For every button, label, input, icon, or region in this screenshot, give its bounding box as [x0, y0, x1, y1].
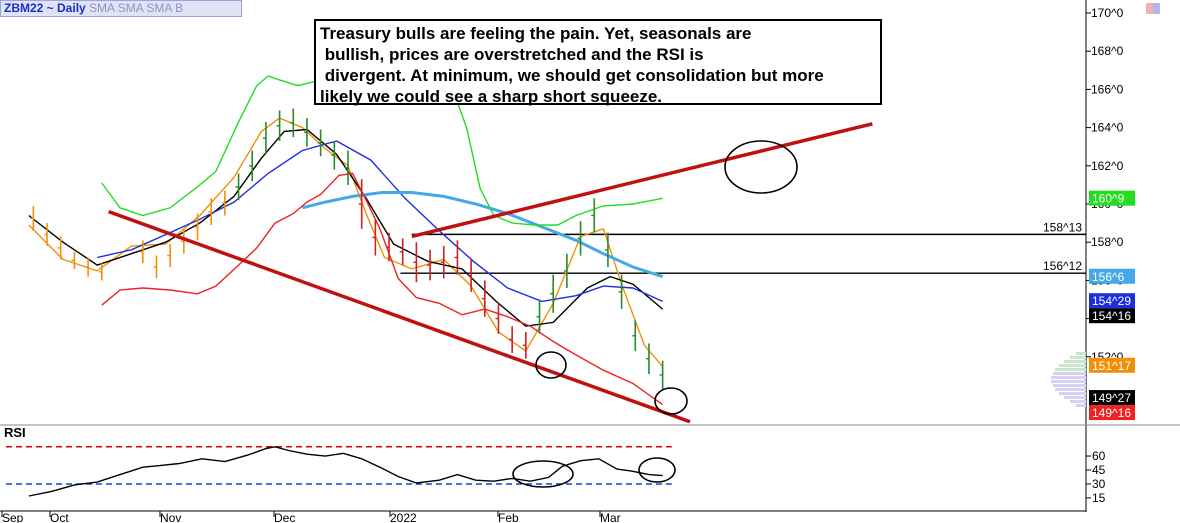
- sma-line: [97, 140, 663, 303]
- chart-header[interactable]: ZBM22 ~ Daily SMA SMA SMA B: [0, 0, 242, 17]
- time-axis-label: 2022: [390, 511, 417, 523]
- last-value-tag-label: 151^17: [1092, 359, 1131, 373]
- annotation-ellipse: [724, 140, 798, 194]
- time-axis-label: Sep: [2, 511, 24, 523]
- volume-profile-bar: [1070, 400, 1086, 403]
- last-value-tag-label: 149^27: [1092, 391, 1131, 405]
- time-axis-label: Feb: [498, 511, 519, 523]
- volume-profile-bar: [1064, 396, 1086, 399]
- last-value-tag-label: 154^29: [1092, 294, 1131, 308]
- sma-line: [101, 172, 664, 406]
- last-value-tag: [1089, 308, 1135, 324]
- level-line-label: 156^12: [1043, 259, 1082, 273]
- volume-profile-bar: [1053, 384, 1086, 387]
- rsi-tick-label: 15: [1092, 491, 1106, 505]
- price-tick-label: 162^0: [1091, 159, 1124, 173]
- rsi-ellipse: [638, 457, 676, 483]
- rsi-tick-label: 45: [1092, 463, 1106, 477]
- time-axis-label: Mar: [600, 511, 621, 523]
- annotation-box: Treasury bulls are feeling the pain. Yet…: [314, 19, 882, 106]
- rsi-tick-label: 30: [1092, 477, 1106, 491]
- volume-profile-bar: [1070, 356, 1086, 359]
- last-value-tag: [1089, 293, 1135, 309]
- level-line-label: 158^13: [1043, 220, 1082, 234]
- volume-profile-bar: [1053, 372, 1086, 375]
- price-tick-label: 168^0: [1091, 44, 1124, 58]
- rsi-line: [28, 446, 663, 497]
- sma-line: [28, 128, 664, 327]
- rsi-tick-label: 60: [1092, 449, 1106, 463]
- annotation-ellipse: [654, 387, 688, 415]
- volume-profile-bar: [1051, 376, 1086, 379]
- volume-profile-bar: [1059, 364, 1086, 367]
- volume-profile-bar: [1055, 368, 1086, 371]
- volume-profile-bar: [1076, 352, 1086, 355]
- price-tick-label: 158^0: [1091, 235, 1124, 249]
- last-value-tag: [1089, 390, 1135, 406]
- trendline: [411, 122, 873, 239]
- last-value-tag: [1089, 190, 1135, 206]
- sma-line: [28, 117, 664, 367]
- window-controls-icon[interactable]: [1146, 3, 1160, 14]
- last-value-tag-label: 154^16: [1092, 309, 1131, 323]
- last-value-tag-label: 160^9: [1092, 192, 1125, 206]
- last-value-tag: [1089, 268, 1135, 284]
- last-value-tag-label: 149^16: [1092, 406, 1131, 420]
- volume-profile-bar: [1064, 360, 1086, 363]
- price-tick-label: 164^0: [1091, 121, 1124, 135]
- time-axis-label: Dec: [274, 511, 295, 523]
- rsi-ellipse: [512, 460, 574, 488]
- trendline: [108, 209, 691, 424]
- sma-line: [302, 191, 664, 279]
- volume-profile-bar: [1051, 380, 1086, 383]
- volume-profile-bar: [1055, 388, 1086, 391]
- volume-profile-bar: [1076, 404, 1086, 407]
- indicator-list: SMA SMA SMA B: [89, 1, 184, 15]
- price-tick-label: 170^0: [1091, 6, 1124, 20]
- rsi-title: RSI: [4, 425, 26, 440]
- price-tick-label: 166^0: [1091, 82, 1124, 96]
- annotation-ellipse: [535, 351, 567, 379]
- last-value-tag: [1089, 357, 1135, 373]
- time-axis-label: Nov: [160, 511, 181, 523]
- last-value-tag-label: 156^6: [1092, 270, 1125, 284]
- volume-profile-bar: [1059, 392, 1086, 395]
- symbol-label[interactable]: ZBM22 ~ Daily: [4, 1, 86, 15]
- last-value-tag: [1089, 405, 1135, 421]
- time-axis-label: Oct: [50, 511, 69, 523]
